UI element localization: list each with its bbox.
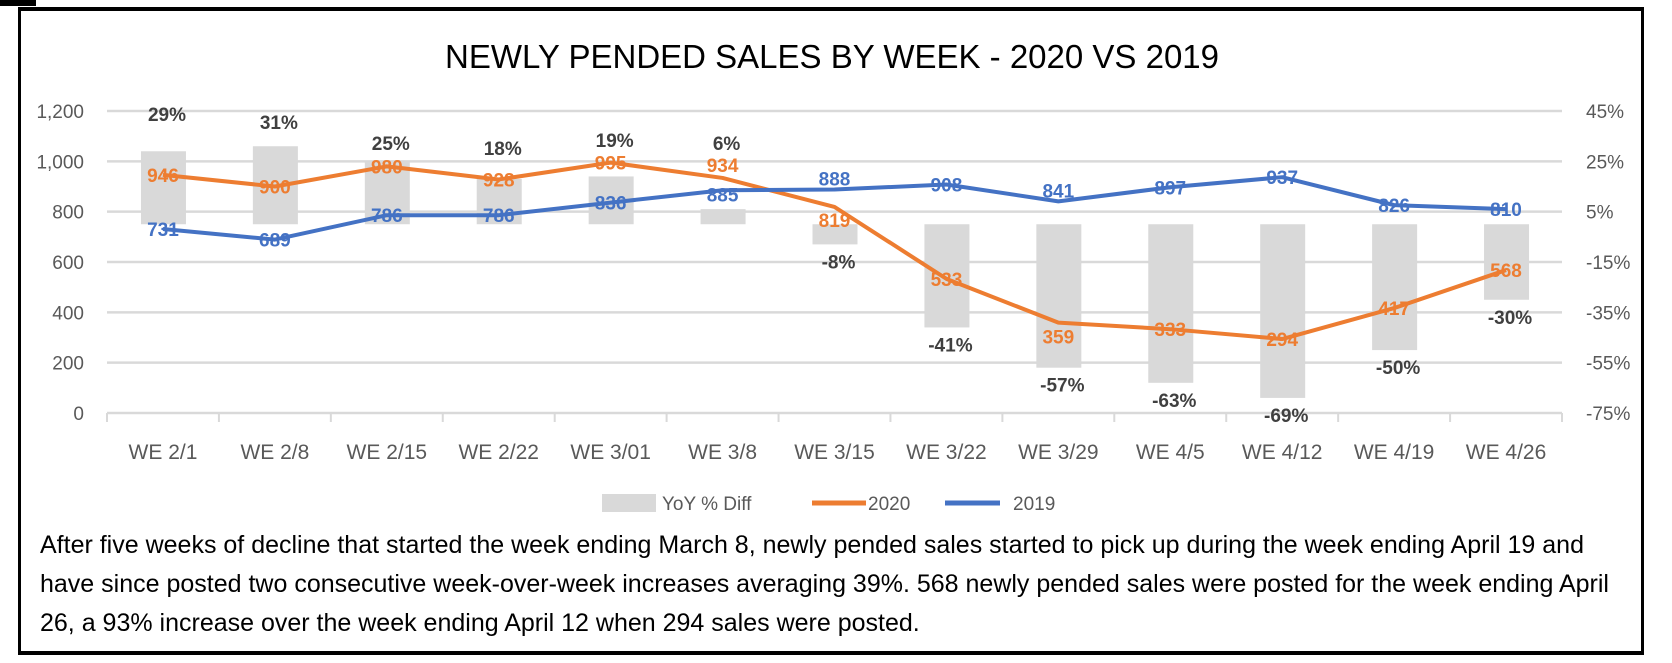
x-axis-tick-label: WE 2/22: [458, 441, 539, 464]
left-axis-tick-label: 600: [52, 253, 84, 274]
yoy-data-label: -50%: [1376, 358, 1420, 379]
yoy-bar: [1372, 224, 1418, 351]
x-axis-tick-label: WE 4/19: [1354, 441, 1435, 464]
right-axis-tick-label: 25%: [1586, 152, 1624, 173]
data-label-2019: 689: [259, 231, 291, 252]
legend-label-2020: 2020: [868, 494, 910, 515]
corner-mark: [0, 0, 36, 6]
legend-label-2019: 2019: [1013, 494, 1055, 515]
chart-title: NEWLY PENDED SALES BY WEEK - 2020 VS 201…: [445, 38, 1219, 75]
yoy-data-label: -57%: [1040, 376, 1084, 397]
data-label-2019: 786: [371, 206, 403, 227]
data-label-2020: 900: [259, 178, 291, 199]
x-axis-tick-label: WE 3/01: [570, 441, 651, 464]
line-2020: [162, 160, 1507, 342]
yoy-bar: [1148, 224, 1194, 383]
yoy-data-label: 29%: [148, 105, 186, 126]
data-label-2020: 333: [1154, 320, 1186, 341]
right-axis-tick-label: -55%: [1586, 354, 1630, 375]
x-axis-tick-label: WE 3/29: [1018, 441, 1099, 464]
yoy-bar: [924, 224, 970, 328]
x-axis-tick-label: WE 2/8: [240, 441, 309, 464]
data-label-2020: 995: [595, 154, 627, 175]
x-axis-tick-label: WE 3/8: [688, 441, 757, 464]
data-label-2020: 359: [1042, 328, 1074, 349]
legend-label-yoy: YoY % Diff: [662, 494, 752, 515]
data-label-2019: 885: [707, 185, 739, 206]
yoy-data-label: 18%: [484, 139, 522, 160]
x-axis-tick-label: WE 2/15: [347, 441, 428, 464]
yoy-data-label: -63%: [1152, 391, 1196, 412]
data-label-2020: 946: [147, 166, 179, 187]
right-axis-tick-label: 45%: [1586, 102, 1624, 123]
data-label-2019: 810: [1490, 200, 1522, 221]
data-label-2019: 731: [147, 220, 179, 241]
left-axis-tick-label: 0: [73, 404, 84, 425]
data-label-2019: 786: [483, 206, 515, 227]
data-label-2020: 568: [1490, 261, 1522, 282]
left-axis-tick-label: 400: [52, 303, 84, 324]
chart-frame: [18, 7, 1644, 655]
left-axis-tick-label: 1,200: [36, 102, 84, 123]
caption-text: After five weeks of decline that started…: [40, 531, 1609, 637]
data-label-2019: 908: [931, 175, 963, 196]
x-axis-tick-label: WE 2/1: [129, 441, 198, 464]
yoy-bar: [700, 209, 746, 225]
x-axis-tick-label: WE 4/26: [1466, 441, 1547, 464]
yoy-bar: [812, 224, 858, 245]
right-axis-tick-label: -35%: [1586, 303, 1630, 324]
yoy-data-label: -30%: [1488, 308, 1532, 329]
data-label-2020: 294: [1266, 330, 1298, 351]
yoy-bar: [1260, 224, 1306, 398]
data-label-2020: 533: [931, 270, 963, 291]
yoy-data-label: 6%: [713, 134, 741, 155]
yoy-bar: [1036, 224, 1082, 368]
data-label-2019: 836: [595, 194, 627, 215]
data-label-2020: 934: [707, 156, 739, 177]
yoy-data-label: 25%: [372, 134, 410, 155]
data-label-2020: 928: [483, 170, 515, 191]
x-axis-tick-label: WE 4/12: [1242, 441, 1323, 464]
legend-swatch-yoy: [602, 494, 656, 512]
yoy-data-label: -41%: [928, 335, 972, 356]
right-axis-tick-label: 5%: [1586, 203, 1614, 224]
data-label-2019: 937: [1266, 168, 1298, 189]
yoy-data-label: 19%: [596, 131, 634, 152]
data-label-2019: 897: [1154, 178, 1186, 199]
right-axis-tick-label: -15%: [1586, 253, 1630, 274]
right-axis-tick-label: -75%: [1586, 404, 1630, 425]
yoy-bar: [140, 151, 186, 225]
left-axis-tick-label: 800: [52, 203, 84, 224]
yoy-data-label: 31%: [260, 113, 298, 134]
x-axis-tick-label: WE 4/5: [1136, 441, 1205, 464]
yoy-data-label: -8%: [822, 252, 856, 273]
left-axis-tick-label: 200: [52, 354, 84, 375]
data-label-2019: 888: [819, 170, 851, 191]
data-label-2019: 841: [1042, 181, 1074, 202]
yoy-data-label: -69%: [1264, 406, 1308, 427]
left-axis-tick-label: 1,000: [36, 152, 84, 173]
x-axis-tick-label: WE 3/15: [794, 441, 875, 464]
data-label-2020: 417: [1378, 299, 1410, 320]
line-2019: [162, 175, 1507, 242]
data-label-2019: 826: [1378, 196, 1410, 217]
data-label-2020: 819: [819, 211, 851, 232]
yoy-bar: [1484, 224, 1530, 300]
x-axis-tick-label: WE 3/22: [906, 441, 987, 464]
data-label-2020: 980: [371, 157, 403, 178]
